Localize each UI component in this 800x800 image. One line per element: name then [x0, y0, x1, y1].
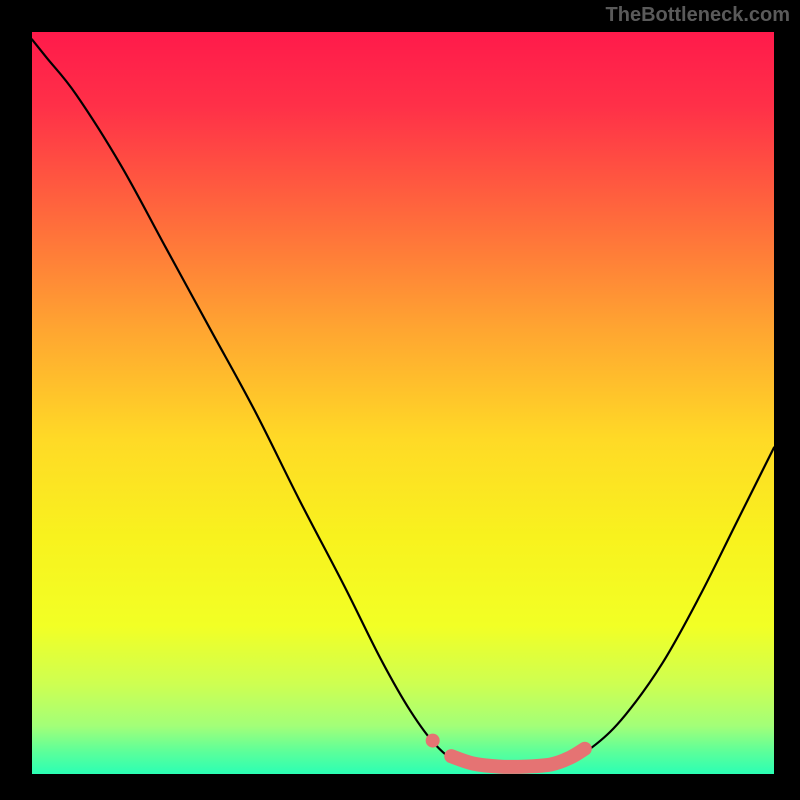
watermark-text: TheBottleneck.com [606, 4, 790, 27]
figure-frame: TheBottleneck.com [0, 0, 800, 800]
highlight-marker-dot [426, 734, 440, 748]
chart-svg [0, 0, 800, 800]
